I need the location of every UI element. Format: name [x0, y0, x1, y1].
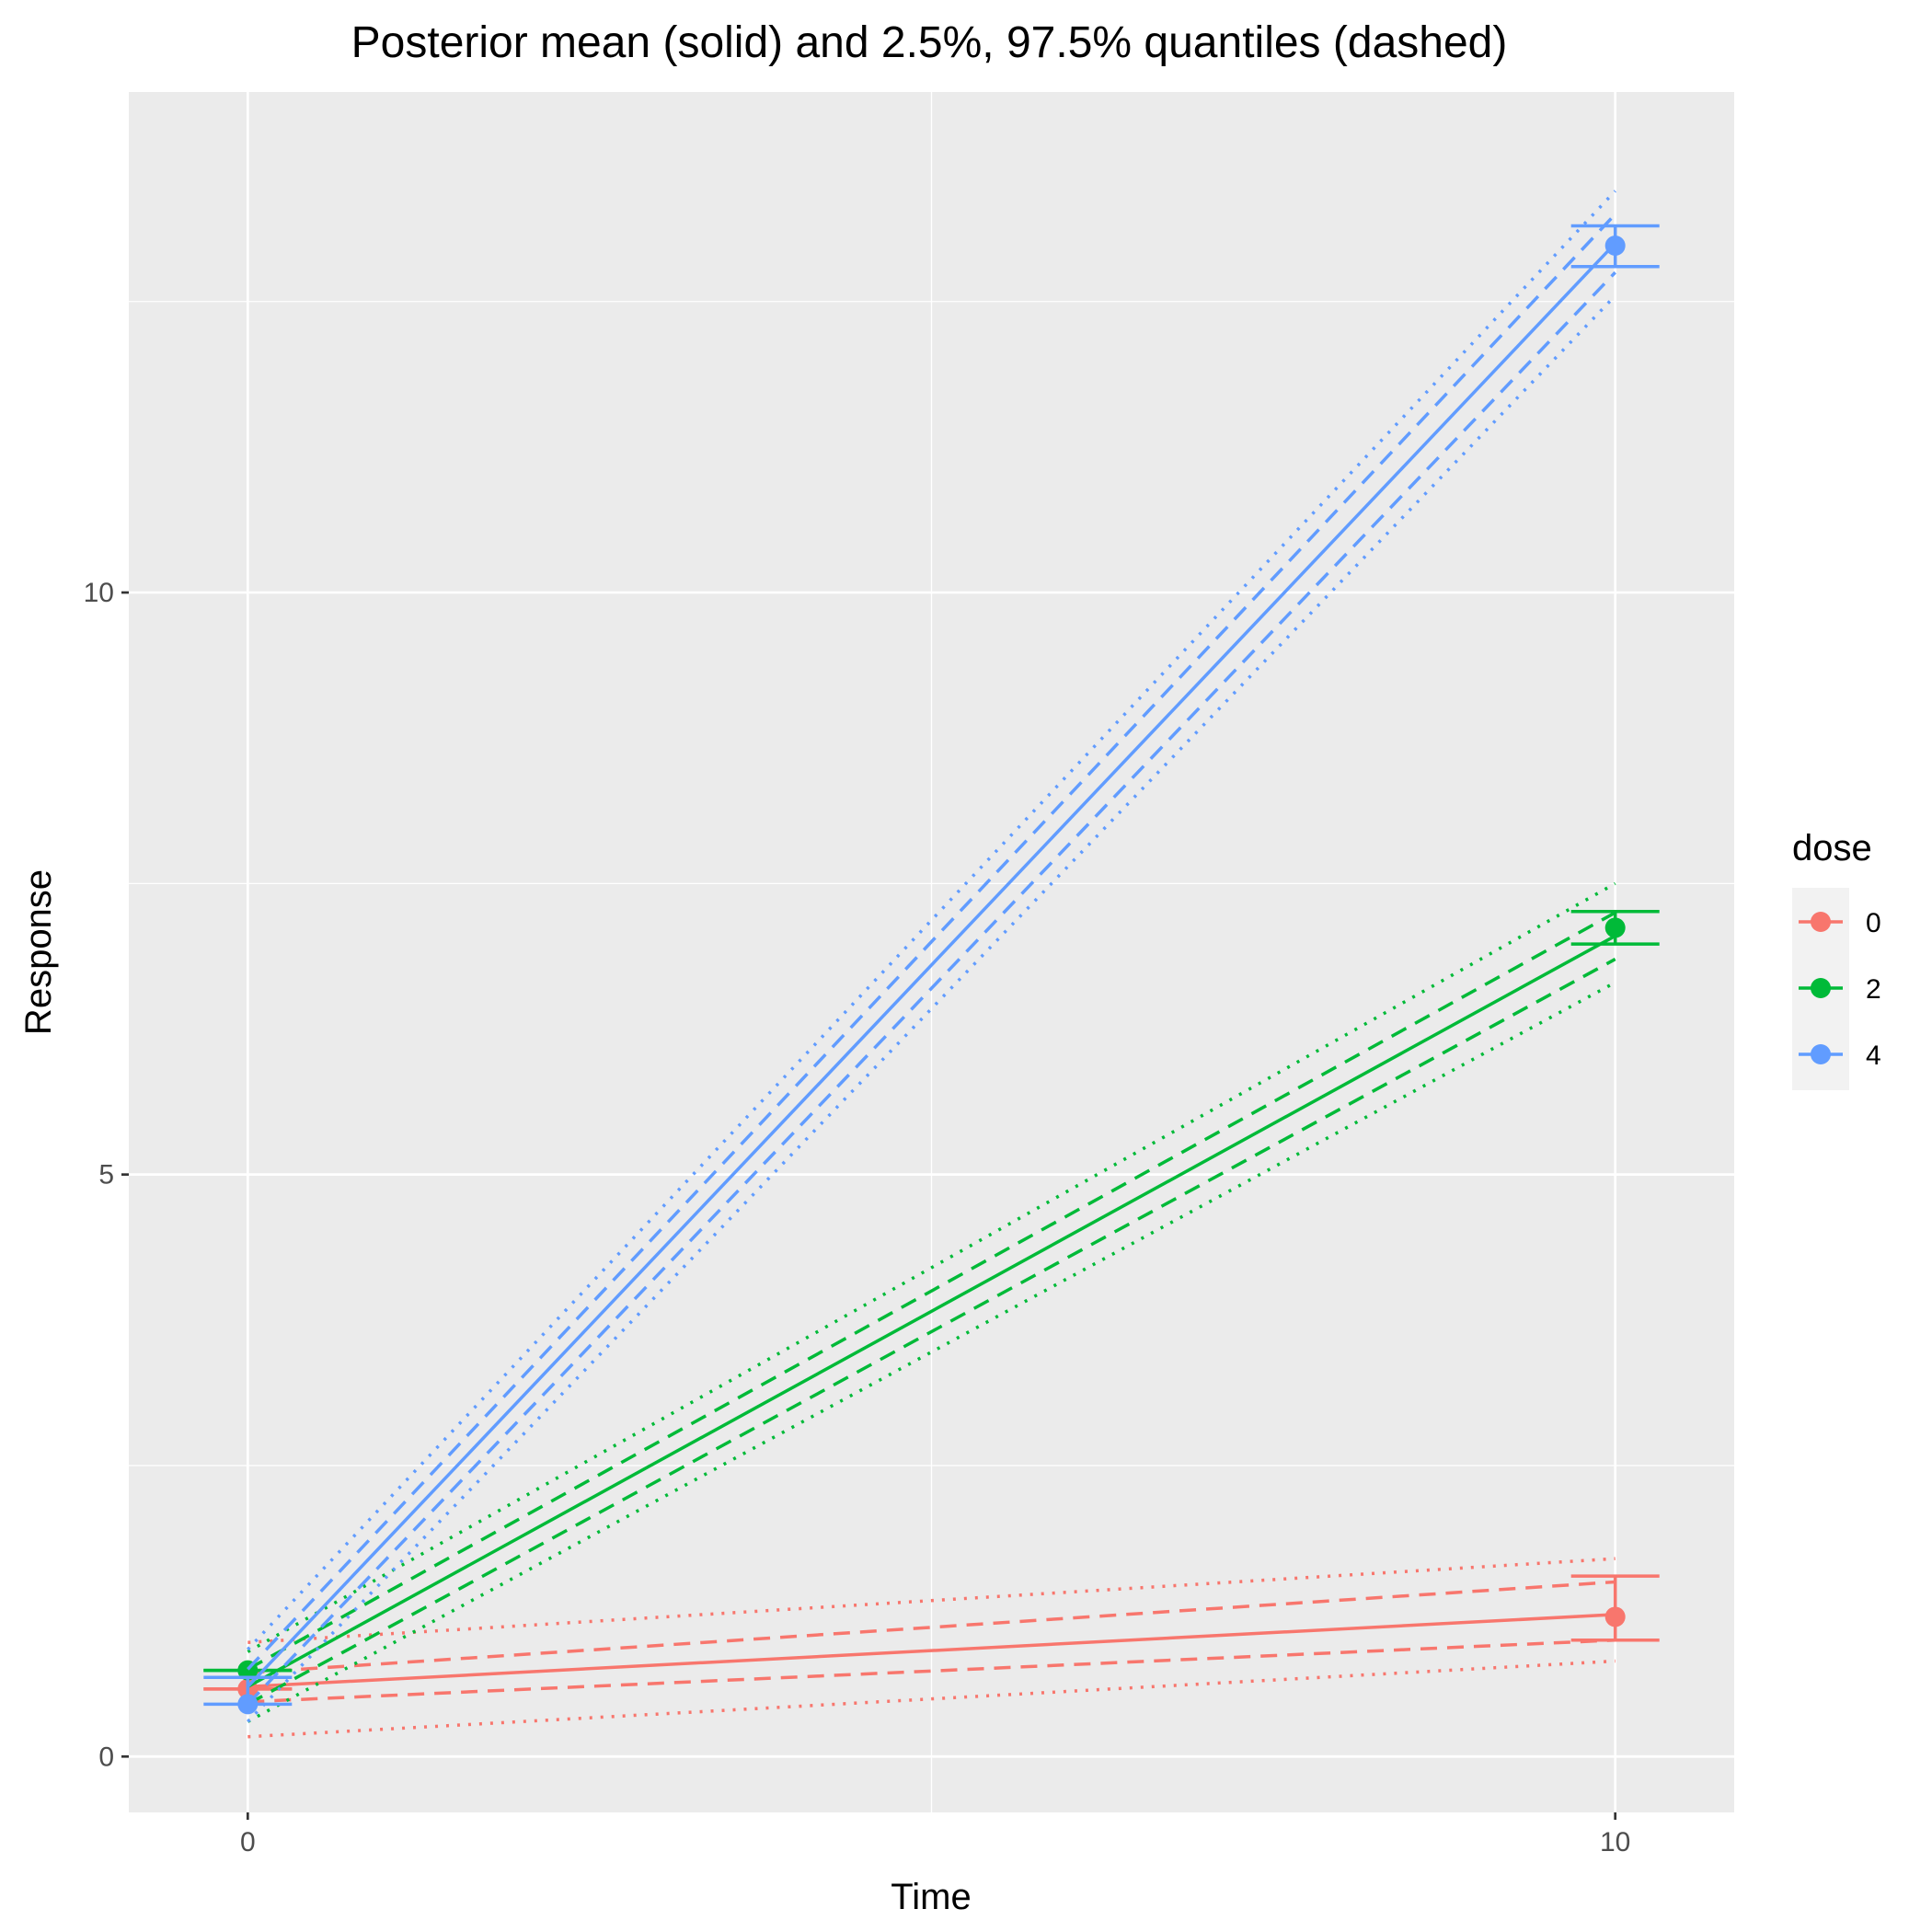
series-4 — [203, 190, 1660, 1723]
x-tick-label: 10 — [1600, 1827, 1630, 1857]
y-axis-title: Response — [18, 869, 59, 1035]
data-point — [1604, 236, 1626, 257]
quantile-line-dashed-lower — [247, 958, 1616, 1706]
quantile-line-dashed-upper — [247, 1580, 1616, 1674]
mean-line — [247, 1613, 1616, 1689]
y-tick-label: 5 — [98, 1160, 114, 1190]
legend-key-point — [1811, 1044, 1831, 1064]
legend-key-point — [1811, 912, 1831, 932]
quantile-line-dashed-lower — [247, 270, 1616, 1706]
x-tick-label: 0 — [240, 1827, 256, 1857]
quantile-line-dotted-upper — [247, 1557, 1616, 1645]
y-tick-label: 0 — [98, 1742, 114, 1772]
legend-label: 2 — [1866, 974, 1881, 1005]
series-0 — [203, 1557, 1660, 1739]
legend-title: dose — [1792, 828, 1872, 868]
data-point — [1604, 1606, 1626, 1627]
chart-title: Posterior mean (solid) and 2.5%, 97.5% q… — [351, 18, 1508, 67]
quantile-line-dotted-lower — [247, 1659, 1616, 1739]
quantile-line-dashed-upper — [247, 213, 1616, 1671]
axes: 0 5 10 0 10 — [84, 578, 1631, 1857]
legend-label: 4 — [1866, 1041, 1881, 1071]
mean-line — [247, 934, 1616, 1688]
quantile-line-dashed-upper — [247, 911, 1616, 1671]
mean-line — [247, 242, 1616, 1688]
legend-items: 0 2 4 — [1799, 908, 1881, 1071]
legend-key-point — [1811, 978, 1831, 998]
data-point — [237, 1694, 259, 1715]
series-group — [203, 190, 1660, 1739]
data-point — [1604, 917, 1626, 938]
quantile-line-dotted-upper — [247, 881, 1616, 1653]
quantile-line-dotted-upper — [247, 190, 1616, 1651]
y-tick-label: 10 — [84, 578, 114, 608]
quantile-line-dashed-lower — [247, 1638, 1616, 1704]
legend: dose 0 2 4 — [1792, 828, 1881, 1090]
grid-lines — [129, 92, 1734, 1812]
x-axis-title: Time — [891, 1877, 971, 1917]
legend-label: 0 — [1866, 908, 1881, 938]
quantile-line-dotted-lower — [247, 294, 1616, 1723]
